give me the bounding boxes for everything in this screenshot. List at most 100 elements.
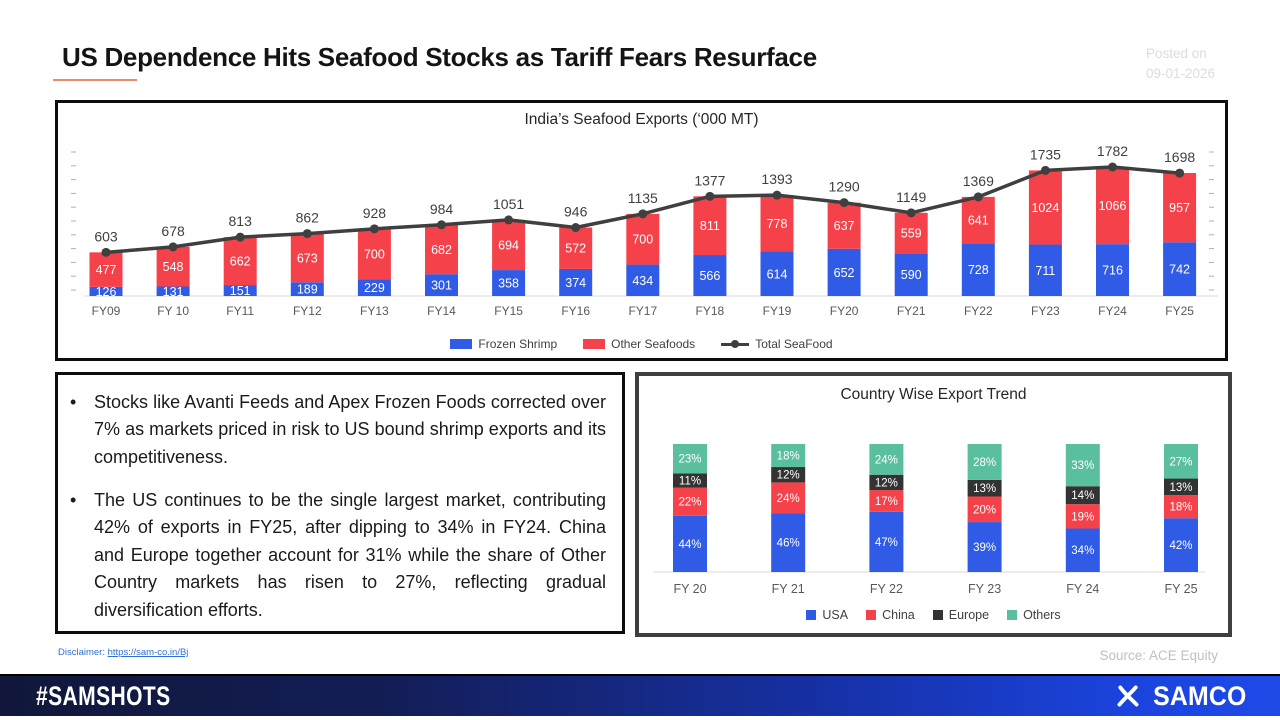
- chart-label: 13%: [973, 483, 996, 495]
- chart-label: 673: [297, 251, 318, 265]
- country-trend-chart: 44% 22% 11% 23% FY 20 46% 24% 12% 18% FY 21 47% 17%…: [653, 444, 1205, 596]
- chart-label: 131: [163, 285, 184, 299]
- chart-label: 434: [632, 274, 653, 288]
- chart-label: 17%: [875, 496, 898, 508]
- bullet-marker: •: [70, 490, 77, 511]
- chart-label: FY17: [628, 304, 657, 318]
- chart-label: 572: [565, 242, 586, 256]
- chart-label: 151: [230, 284, 251, 298]
- chart-label: 662: [230, 255, 251, 269]
- chart-label: 46%: [777, 538, 800, 550]
- chart-label: 566: [699, 269, 720, 283]
- bar-frozen-shrimp: [156, 286, 190, 296]
- bar-frozen-shrimp: [1028, 244, 1062, 296]
- bar-others: [771, 444, 806, 468]
- bar-other-seafoods: [961, 196, 995, 244]
- bar-other-seafoods: [290, 233, 324, 283]
- chart-label: 652: [834, 266, 855, 280]
- legend-item-other-seafoods: Other Seafoods: [583, 337, 695, 351]
- chart-label: 18%: [1169, 502, 1192, 514]
- bar-other-seafoods: [425, 224, 458, 275]
- chart-label: 42%: [1169, 540, 1192, 552]
- legend-label: Others: [1023, 608, 1061, 622]
- bar-frozen-shrimp: [626, 264, 660, 296]
- bar-others: [673, 444, 707, 474]
- title-underline: [53, 79, 137, 81]
- chart-label: 28%: [973, 457, 996, 469]
- total-marker: [973, 192, 983, 202]
- chart-label: 590: [901, 268, 922, 282]
- total-marker: [906, 208, 916, 218]
- insight-bullet-1: • Stocks like Avanti Feeds and Apex Froz…: [70, 389, 606, 471]
- legend-item-usa: USA: [806, 608, 848, 622]
- total-marker: [235, 232, 245, 242]
- chart-label: 1135: [628, 190, 658, 206]
- chart-label: 34%: [1071, 545, 1094, 557]
- chart-label: 928: [363, 205, 387, 221]
- legend-label: Frozen Shrimp: [478, 337, 558, 351]
- chart-label: FY16: [561, 304, 590, 318]
- bar-usa: [673, 515, 707, 572]
- chart-label: 700: [632, 233, 653, 247]
- disclaimer-link[interactable]: https://sam-co.in/Bj: [107, 647, 189, 658]
- chart-label: 1782: [1097, 143, 1128, 159]
- chart-label: FY13: [360, 304, 389, 318]
- legend-item-china: China: [866, 608, 915, 622]
- legend-item-frozen-shrimp: Frozen Shrimp: [450, 337, 557, 351]
- chart-label: FY11: [226, 304, 254, 318]
- legend-label: Other Seafoods: [611, 337, 696, 351]
- chart-label: 957: [1169, 201, 1190, 215]
- bar-others: [1164, 444, 1198, 479]
- total-line-swatch: [721, 339, 750, 349]
- total-marker: [1040, 165, 1050, 175]
- chart-label: 711: [1035, 264, 1055, 278]
- legend-item-total-seafood: Total SeaFood: [721, 337, 833, 351]
- bar-usa: [869, 511, 904, 572]
- chart-label: FY18: [696, 304, 725, 318]
- bar-other-seafoods: [760, 195, 794, 252]
- chart-label: 1066: [1099, 199, 1127, 213]
- bar-other-seafoods: [693, 196, 727, 256]
- chart-label: 27%: [1169, 456, 1192, 468]
- bar-frozen-shrimp: [894, 253, 928, 296]
- insights-list: • Stocks like Avanti Feeds and Apex Froz…: [58, 375, 622, 624]
- bar-other-seafoods: [1028, 170, 1062, 245]
- chart-label: 1698: [1164, 149, 1195, 165]
- bar-china: [1065, 504, 1100, 529]
- bar-frozen-shrimp: [760, 251, 794, 296]
- bar-frozen-shrimp: [693, 255, 727, 296]
- disclaimer: Disclaimer: https://sam-co.in/Bj: [58, 647, 188, 658]
- chart-label: FY22: [964, 304, 993, 318]
- chart-label: 1369: [963, 173, 994, 189]
- chart-label: 1393: [761, 171, 792, 187]
- bar-other-seafoods: [626, 213, 660, 265]
- chart-label: FY14: [427, 304, 456, 318]
- china-swatch: [866, 610, 877, 620]
- chart-label: 24%: [875, 454, 898, 466]
- posted-date: 09-01-2026: [1146, 66, 1216, 81]
- chart-label: 742: [1169, 263, 1190, 277]
- bar-frozen-shrimp: [1163, 242, 1197, 296]
- source-note: Source: ACE Equity: [1099, 648, 1218, 663]
- total-marker: [571, 223, 581, 233]
- footer-bar: #SAMSHOTS SAMCO: [0, 674, 1280, 716]
- chart-label: 189: [297, 283, 318, 297]
- chart-label: FY 25: [1164, 582, 1197, 596]
- chart-label: 39%: [973, 542, 996, 554]
- chart-label: 946: [564, 204, 588, 220]
- bar-usa: [967, 522, 1002, 572]
- legend-label: Europe: [948, 608, 990, 622]
- bar-frozen-shrimp: [425, 274, 458, 296]
- insight-bullet-2: • The US continues to be the single larg…: [70, 487, 606, 624]
- bar-frozen-shrimp: [1096, 244, 1129, 296]
- chart-label: 813: [229, 213, 253, 229]
- total-marker: [1108, 162, 1117, 172]
- chart-label: FY 10: [157, 304, 189, 318]
- chart-label: 682: [431, 243, 452, 257]
- total-marker: [437, 220, 446, 230]
- chart-label: FY 24: [1066, 582, 1099, 596]
- chart-label: 358: [498, 277, 519, 291]
- chart-label: 700: [364, 248, 385, 262]
- bar-usa: [1065, 528, 1100, 572]
- chart-label: 603: [94, 228, 118, 244]
